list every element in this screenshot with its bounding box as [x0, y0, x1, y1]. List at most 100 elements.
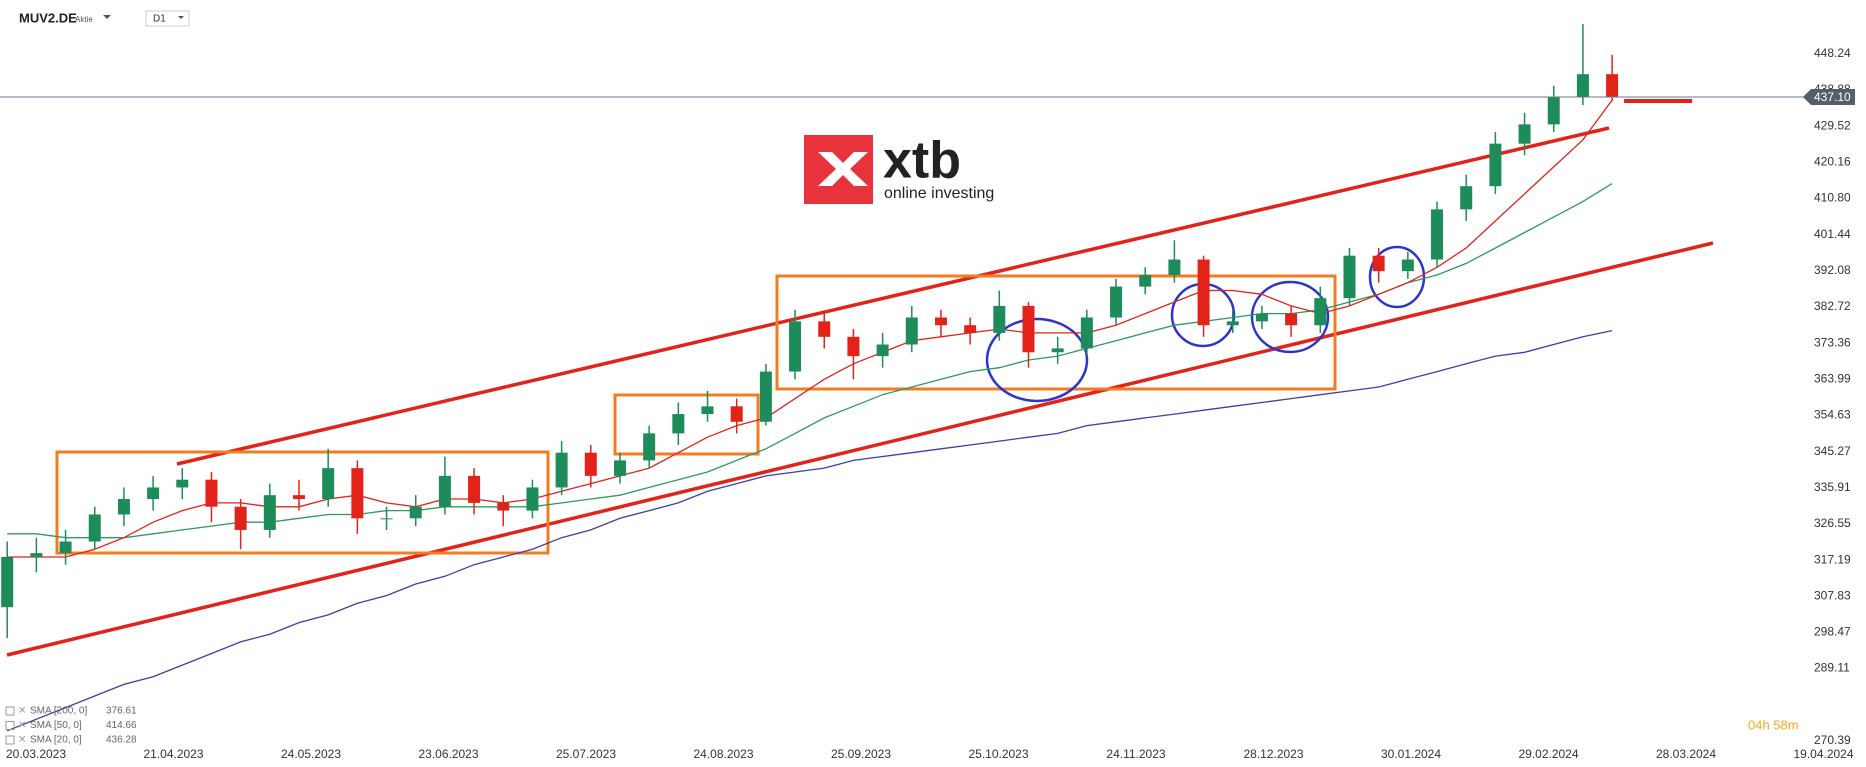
y-tick-label: 363.99 — [1814, 372, 1851, 386]
highlight-circle — [985, 317, 1089, 403]
candle-body — [176, 479, 189, 488]
symbol: MUV2.DE — [19, 10, 77, 25]
candle-body — [555, 452, 568, 488]
x-tick-label: 30.01.2024 — [1381, 747, 1441, 761]
legend-close: ✕ — [18, 706, 26, 717]
channel-lower — [6, 241, 1714, 657]
y-tick-label: 345.27 — [1814, 444, 1851, 458]
y-tick-label: 382.72 — [1814, 299, 1851, 313]
y-tick-label: 326.55 — [1814, 516, 1851, 530]
candle-body — [672, 414, 685, 434]
sma-line — [6, 329, 1613, 732]
candle-body — [993, 305, 1006, 333]
y-tick-label: 298.47 — [1814, 625, 1851, 639]
candle-body — [497, 502, 510, 511]
candle-body — [1139, 275, 1152, 287]
candle-body — [701, 406, 714, 415]
y-tick-label: 373.36 — [1814, 335, 1851, 349]
candle-body — [584, 452, 597, 476]
y-tick-label: 429.52 — [1814, 118, 1851, 132]
legend-close: ✕ — [18, 720, 26, 731]
candle-body — [876, 344, 889, 357]
candle-body — [234, 506, 247, 530]
candle-body — [293, 495, 305, 500]
candle-body — [1460, 186, 1473, 210]
candle-body — [468, 475, 481, 503]
y-tick-label: 307.83 — [1814, 588, 1851, 602]
x-tick-label: 25.10.2023 — [968, 747, 1028, 761]
y-tick-label: 420.16 — [1814, 155, 1851, 169]
instrument-type: Aktie — [75, 15, 93, 24]
candle-body — [409, 506, 422, 519]
range-box — [775, 274, 1337, 391]
candle-body — [1110, 286, 1123, 318]
legend-value: 414.66 — [106, 720, 137, 731]
x-tick-label: 19.04.2024 — [1793, 747, 1853, 761]
candle-body — [964, 325, 977, 333]
candle-body — [759, 371, 772, 422]
highlight-circle — [1368, 245, 1426, 309]
y-tick-label: 448.24 — [1814, 46, 1851, 60]
candle-body — [117, 499, 130, 515]
legend-icon — [5, 721, 15, 730]
y-tick-label: 392.08 — [1814, 263, 1851, 277]
logo-name: xtb — [883, 132, 961, 190]
legend-value: 376.61 — [106, 706, 137, 717]
legend-icon — [5, 735, 15, 745]
candle-body — [1372, 255, 1385, 272]
timeframe-arrow — [178, 16, 184, 19]
candle-body — [1401, 259, 1414, 272]
logo-tagline: online investing — [884, 185, 994, 202]
candle-body — [526, 487, 539, 511]
candle-body — [1431, 209, 1444, 260]
candle-body — [643, 433, 656, 461]
logo-x — [818, 152, 868, 186]
y-tick-label: 289.11 — [1814, 661, 1850, 675]
symbol-dropdown[interactable] — [103, 15, 111, 19]
candle-body — [789, 321, 802, 372]
candle-body — [1343, 255, 1356, 299]
x-tick-label: 21.04.2023 — [143, 747, 203, 761]
candle-body — [1022, 305, 1035, 353]
candle-body — [380, 518, 393, 520]
range-box — [55, 450, 550, 555]
x-tick-label: 29.02.2024 — [1518, 747, 1578, 761]
candle-body — [1168, 259, 1181, 276]
y-tick-label: 410.80 — [1814, 191, 1851, 205]
candle-body — [1285, 313, 1298, 326]
candle-body — [59, 541, 72, 554]
x-tick-label: 23.06.2023 — [418, 747, 478, 761]
candle-body — [1489, 143, 1502, 187]
candle-body — [322, 468, 335, 500]
candle-body — [147, 487, 160, 500]
candle-body — [88, 514, 101, 542]
candle-body — [1314, 298, 1327, 326]
candle-body — [847, 336, 860, 357]
candle-body — [613, 460, 626, 476]
candle-body — [1051, 348, 1064, 353]
candle-body — [1226, 321, 1239, 326]
x-tick-label: 24.05.2023 — [281, 747, 341, 761]
drawings — [6, 126, 1714, 657]
legend-icon — [5, 706, 15, 716]
candle-body — [1197, 259, 1210, 326]
y-tick-label: 317.19 — [1814, 552, 1851, 566]
x-tick-label: 24.08.2023 — [693, 747, 753, 761]
candle-body — [1255, 313, 1268, 322]
y-tick-label: 270.39 — [1814, 733, 1851, 747]
candle-timer: 04h 58m — [1748, 717, 1799, 732]
timeframe: D1 — [153, 14, 166, 25]
range-box — [613, 393, 760, 456]
legend-name: SMA [200, 0] — [30, 706, 87, 717]
candle-body — [730, 406, 743, 422]
timeframe-select[interactable] — [145, 10, 190, 27]
candle-body — [438, 475, 451, 507]
x-tick-label: 28.03.2024 — [1656, 747, 1716, 761]
legend-name: SMA [20, 0] — [30, 735, 82, 746]
channel-upper — [176, 126, 1610, 466]
candle-body — [1080, 317, 1093, 349]
x-tick-label: 25.07.2023 — [556, 747, 616, 761]
x-tick-label: 25.09.2023 — [831, 747, 891, 761]
